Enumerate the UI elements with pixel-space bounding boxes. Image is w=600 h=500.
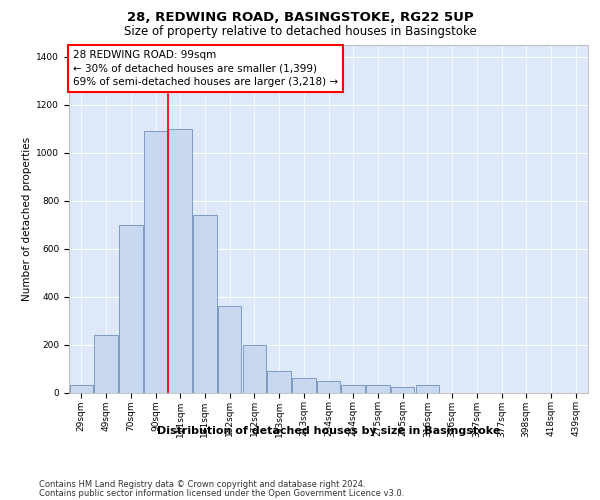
Bar: [144, 132, 167, 392]
Bar: [341, 386, 365, 392]
Bar: [391, 386, 415, 392]
Text: Size of property relative to detached houses in Basingstoke: Size of property relative to detached ho…: [124, 25, 476, 38]
Text: 28, REDWING ROAD, BASINGSTOKE, RG22 5UP: 28, REDWING ROAD, BASINGSTOKE, RG22 5UP: [127, 11, 473, 24]
Bar: [416, 386, 439, 392]
Text: 28 REDWING ROAD: 99sqm
← 30% of detached houses are smaller (1,399)
69% of semi-: 28 REDWING ROAD: 99sqm ← 30% of detached…: [73, 50, 338, 86]
Bar: [218, 306, 241, 392]
Bar: [292, 378, 316, 392]
Text: Contains HM Land Registry data © Crown copyright and database right 2024.: Contains HM Land Registry data © Crown c…: [39, 480, 365, 489]
Text: Contains public sector information licensed under the Open Government Licence v3: Contains public sector information licen…: [39, 488, 404, 498]
Bar: [169, 129, 192, 392]
Text: Distribution of detached houses by size in Basingstoke: Distribution of detached houses by size …: [157, 426, 500, 436]
Bar: [242, 344, 266, 393]
Y-axis label: Number of detached properties: Number of detached properties: [22, 136, 32, 301]
Bar: [193, 215, 217, 392]
Bar: [94, 335, 118, 392]
Bar: [70, 386, 93, 392]
Bar: [268, 371, 291, 392]
Bar: [366, 386, 389, 392]
Bar: [119, 224, 143, 392]
Bar: [317, 380, 340, 392]
